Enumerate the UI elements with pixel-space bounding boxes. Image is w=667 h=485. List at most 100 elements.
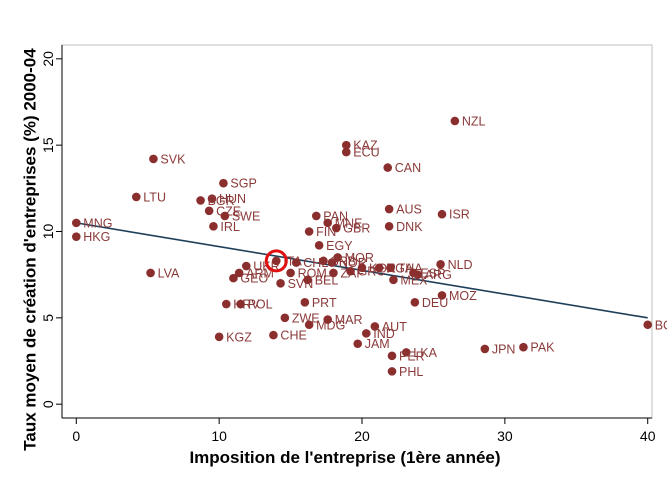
data-point-label: NLD <box>448 258 473 272</box>
data-point <box>413 270 423 279</box>
data-point <box>519 342 528 352</box>
x-tick-label: 10 <box>211 428 227 444</box>
data-point <box>384 222 394 231</box>
data-point-label: DEU <box>422 296 448 310</box>
data-point <box>71 232 81 241</box>
data-point-label: JPN <box>492 342 516 356</box>
y-tick-label: 10 <box>40 224 56 240</box>
data-point <box>221 299 231 309</box>
data-point-label: SVK <box>160 152 186 166</box>
data-point-label: ARM <box>246 266 274 280</box>
x-tick-label: 0 <box>72 428 80 444</box>
data-point <box>341 140 351 150</box>
x-tick-label: 20 <box>354 428 370 444</box>
data-point-label: JAM <box>365 337 390 351</box>
data-point <box>643 320 653 330</box>
data-point <box>436 260 445 269</box>
data-point <box>269 330 278 340</box>
data-point <box>357 263 367 273</box>
data-point-label: HUN <box>219 192 246 206</box>
data-point-label: PER <box>399 349 425 363</box>
data-point-label: CAN <box>395 161 421 175</box>
y-tick-label: 0 <box>40 400 56 408</box>
data-point <box>374 263 384 273</box>
data-point-label: KGZ <box>226 330 252 344</box>
data-point <box>241 261 251 271</box>
data-point-label: ZWE <box>292 311 320 325</box>
data-point-label: FIN <box>316 225 336 239</box>
data-point-label: PHL <box>399 365 423 379</box>
y-tick-label: 5 <box>40 314 56 322</box>
data-point <box>370 322 380 331</box>
data-point-label: KAZ <box>353 139 378 153</box>
data-point <box>327 258 337 267</box>
data-point <box>220 211 230 221</box>
data-point-label: EGY <box>326 239 353 253</box>
data-point <box>291 258 301 267</box>
y-axis-title: Taux moyen de création d'entreprises (%)… <box>21 48 40 451</box>
data-point-label: IND <box>373 327 395 341</box>
data-point <box>387 351 397 361</box>
data-point-label: IRL <box>220 220 240 234</box>
data-point-label: SRB <box>330 254 356 268</box>
data-point-label: POL <box>248 298 273 312</box>
x-tick-label: 40 <box>640 428 656 444</box>
data-point <box>353 339 363 349</box>
data-point-label: ESP <box>420 266 445 280</box>
data-point <box>204 206 214 216</box>
data-point <box>214 332 224 342</box>
data-point <box>146 268 155 278</box>
data-point-label: ISR <box>449 208 470 222</box>
data-point <box>383 163 393 172</box>
data-point-label: MEX <box>400 273 428 287</box>
data-point <box>196 196 205 205</box>
data-point-label: ECU <box>353 146 379 160</box>
data-point <box>450 116 460 126</box>
data-point-label: BOL <box>655 318 667 332</box>
data-point <box>71 218 81 228</box>
data-point <box>346 266 355 276</box>
data-point-label: DNK <box>396 220 423 234</box>
data-point <box>149 154 158 164</box>
data-point <box>304 320 314 330</box>
y-tick-label: 15 <box>40 137 56 153</box>
data-point <box>323 315 333 324</box>
data-point-label: LVA <box>158 266 180 280</box>
data-point <box>361 329 371 338</box>
data-point <box>236 299 245 309</box>
data-point-label: SWE <box>232 209 260 223</box>
data-point-label: CHE <box>280 329 306 343</box>
data-point <box>314 241 324 250</box>
data-point-label: PRT <box>312 296 337 310</box>
data-point <box>386 263 395 273</box>
data-point <box>303 275 313 285</box>
data-point-label: PAK <box>530 341 555 355</box>
data-point <box>319 256 328 266</box>
data-point-label: MOZ <box>449 289 477 303</box>
data-point <box>286 268 295 278</box>
data-point <box>304 227 314 236</box>
data-point-label: ARG <box>425 268 452 282</box>
data-point <box>209 222 218 231</box>
data-point-label: MOR <box>345 251 374 265</box>
data-point <box>219 178 228 188</box>
data-point <box>229 273 238 283</box>
data-point <box>341 147 351 157</box>
data-point <box>331 223 341 233</box>
data-point <box>389 275 398 285</box>
data-point <box>410 298 420 307</box>
data-point-label: MNG <box>83 216 112 230</box>
data-point <box>329 268 338 278</box>
x-axis-title: Imposition de l'entreprise (1ère année) <box>189 448 500 467</box>
highlight-circle <box>264 249 288 273</box>
data-point <box>333 253 343 262</box>
data-point <box>437 291 447 300</box>
data-point <box>384 204 394 214</box>
data-point <box>207 194 217 203</box>
data-point-label: SGP <box>230 177 256 191</box>
data-point <box>323 218 333 228</box>
data-point-label: LTU <box>143 190 166 204</box>
data-point-label: GEO <box>240 272 268 286</box>
